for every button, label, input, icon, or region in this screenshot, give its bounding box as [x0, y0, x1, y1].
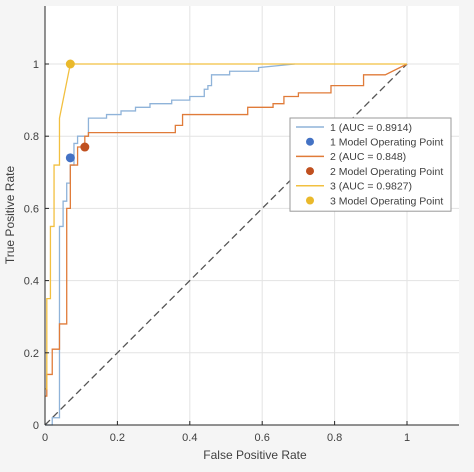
roc-curve-1	[45, 63, 295, 426]
legend-label: 3 Model Operating Point	[330, 195, 443, 207]
chance-line	[44, 63, 408, 426]
x-tick-label: 0	[42, 432, 48, 444]
legend-label: 1 (AUC = 0.8914)	[330, 122, 412, 134]
y-tick-label: 1	[33, 59, 39, 71]
x-tick-label: 0.2	[110, 432, 125, 444]
x-tick-label: 0.6	[255, 432, 270, 444]
roc-curve-3	[45, 63, 408, 397]
x-tick-label: 0.8	[327, 432, 342, 444]
legend-marker	[306, 167, 314, 176]
operating-point-4	[80, 142, 90, 152]
legend-label: 2 (AUC = 0.848)	[330, 151, 406, 163]
y-tick-label: 0.2	[24, 348, 39, 360]
y-tick-label: 0.6	[24, 203, 39, 215]
roc-curves	[45, 63, 408, 426]
legend-marker	[306, 137, 314, 146]
operating-point-2	[65, 153, 75, 163]
legend-box	[289, 117, 452, 212]
y-tick-label: 0	[33, 420, 39, 432]
legend-marker	[306, 196, 314, 205]
x-tick-label: 0.4	[182, 432, 197, 444]
operating-points	[65, 59, 90, 163]
legend-label: 2 Model Operating Point	[330, 166, 443, 178]
y-tick-label: 0.4	[24, 276, 39, 288]
plot-area-background	[45, 6, 459, 425]
operating-point-6	[65, 59, 75, 69]
reference-diagonal	[44, 63, 408, 426]
legend: 1 (AUC = 0.8914) 1 Model Operating Point 2…	[289, 117, 452, 212]
legend-label: 3 (AUC = 0.9827)	[330, 181, 412, 193]
x-tick-label: 1	[404, 432, 410, 444]
y-tick-label: 0.8	[24, 131, 39, 143]
x-axis-label: False Positive Rate	[203, 448, 307, 462]
axes: 0 0.2 0.4 0.6 0.8 1 0 0.2 0.4 0.6 0.8 1	[24, 6, 459, 444]
roc-curve-5	[45, 63, 407, 390]
y-axis-label: True Positive Rate	[3, 166, 17, 265]
legend-label: 1 Model Operating Point	[330, 137, 443, 149]
